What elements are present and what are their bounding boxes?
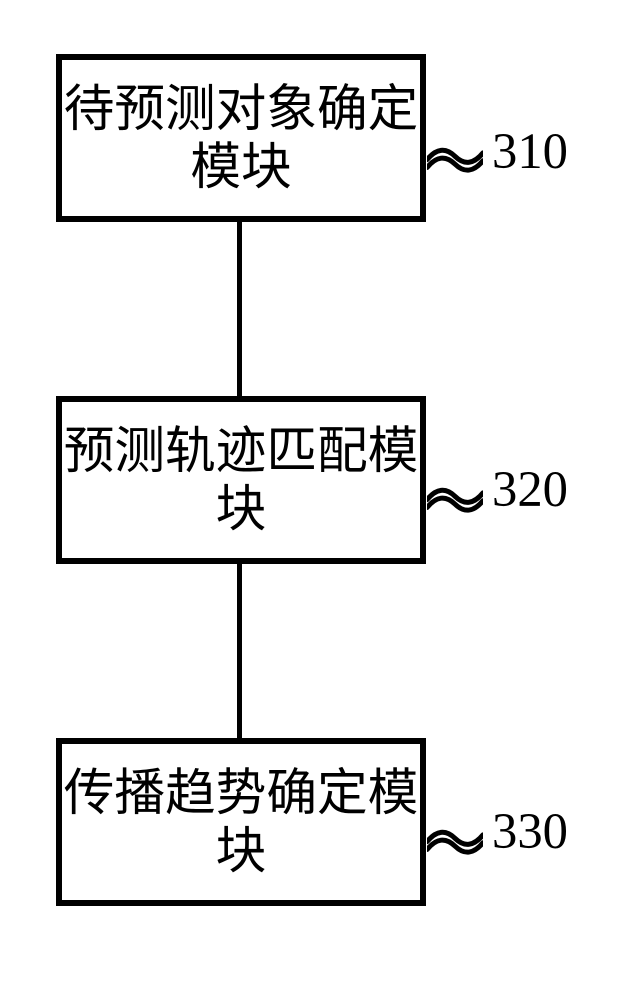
diagram-stage: 待预测对象确定 模块 预测轨迹匹配模 块 传播趋势确定模 块 310 320 3… bbox=[0, 0, 640, 1005]
flow-node-prediction-object-module: 待预测对象确定 模块 bbox=[56, 54, 426, 222]
flow-node-label: 传播趋势确定模 块 bbox=[64, 764, 419, 881]
flow-node-trajectory-matching-module: 预测轨迹匹配模 块 bbox=[56, 396, 426, 564]
leader-tilde-icon bbox=[427, 823, 483, 857]
flow-node-label: 预测轨迹匹配模 块 bbox=[64, 422, 419, 539]
leader-tilde-icon bbox=[427, 141, 483, 175]
flow-connector bbox=[237, 222, 242, 396]
flow-node-ref: 310 bbox=[492, 122, 568, 180]
flow-node-ref: 320 bbox=[492, 460, 568, 518]
flow-node-propagation-trend-module: 传播趋势确定模 块 bbox=[56, 738, 426, 906]
flow-node-ref: 330 bbox=[492, 802, 568, 860]
flow-connector bbox=[237, 564, 242, 738]
flow-node-label: 待预测对象确定 模块 bbox=[64, 80, 419, 197]
leader-tilde-icon bbox=[427, 481, 483, 515]
